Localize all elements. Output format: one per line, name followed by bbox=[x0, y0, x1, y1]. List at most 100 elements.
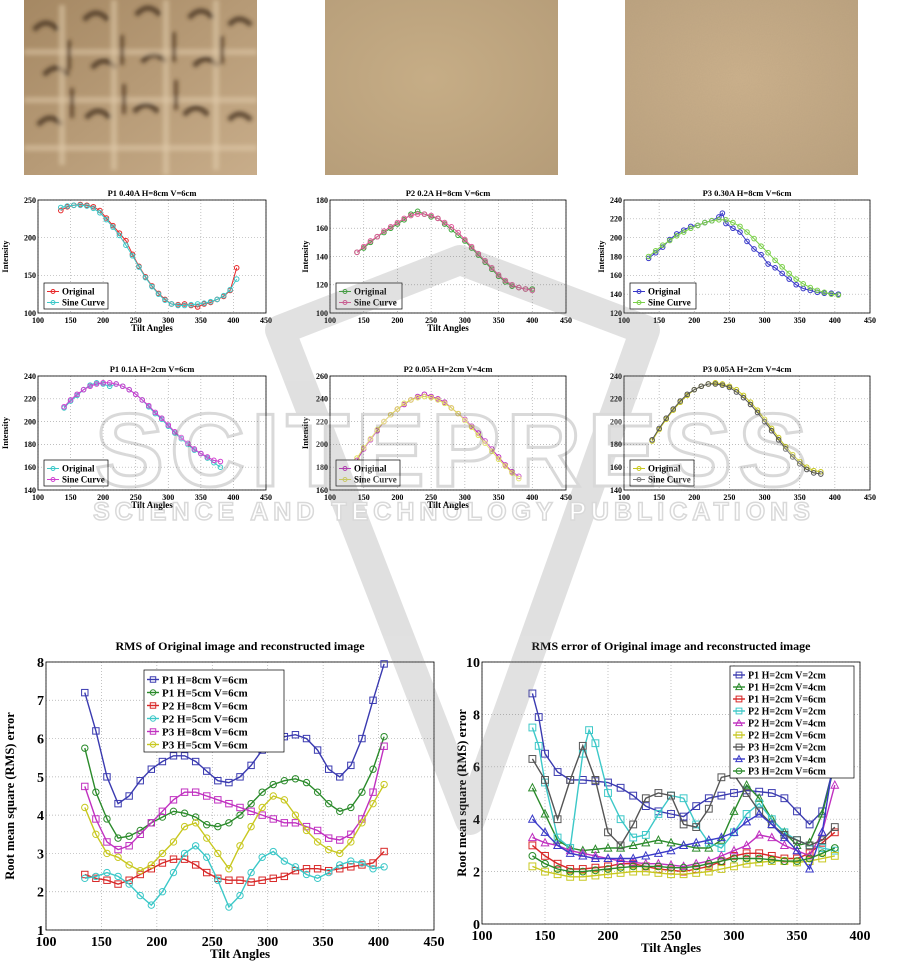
data-point bbox=[462, 236, 468, 243]
data-point bbox=[302, 826, 311, 835]
y-tick-label: 3 bbox=[37, 847, 44, 862]
data-point bbox=[566, 865, 575, 873]
data-point bbox=[818, 849, 827, 858]
legend-label: Original bbox=[354, 464, 387, 474]
data-point bbox=[541, 749, 549, 758]
data-point bbox=[641, 850, 651, 860]
x-tick-label: 200 bbox=[146, 935, 167, 950]
data-point bbox=[455, 229, 461, 236]
data-point bbox=[227, 286, 233, 293]
data-point bbox=[585, 726, 593, 735]
legend-marker bbox=[735, 767, 743, 775]
data-point bbox=[789, 454, 796, 460]
legend-marker bbox=[50, 300, 56, 305]
x-tick-label: 450 bbox=[560, 493, 572, 502]
data-point bbox=[324, 765, 333, 773]
data-point bbox=[114, 880, 122, 888]
series-p3-h-5cm-v-6cm bbox=[81, 780, 388, 875]
data-point bbox=[684, 391, 691, 398]
data-point bbox=[502, 277, 509, 284]
x-tick-label: 250 bbox=[425, 316, 437, 325]
data-point bbox=[805, 820, 814, 829]
data-point bbox=[786, 276, 792, 282]
data-point bbox=[142, 274, 149, 281]
data-point bbox=[553, 840, 563, 849]
legend-label: P2 H=2cm V=4cm bbox=[748, 719, 827, 730]
data-point bbox=[779, 832, 789, 842]
data-point bbox=[168, 301, 175, 307]
data-point bbox=[800, 281, 807, 287]
x-tick-label: 300 bbox=[459, 316, 471, 325]
data-point bbox=[830, 779, 840, 789]
intensity-chart-p2-005a: 100 150 200 250 300 350 400 450 160 180 200 220 240 2… bbox=[300, 364, 572, 510]
data-point bbox=[765, 261, 771, 267]
legend-label: Original bbox=[354, 287, 387, 297]
data-point bbox=[87, 383, 93, 390]
data-point bbox=[775, 437, 782, 443]
data-point bbox=[125, 842, 133, 850]
data-point bbox=[704, 867, 713, 876]
x-tick-label: 100 bbox=[32, 493, 44, 502]
data-point bbox=[755, 849, 764, 858]
plot-frame bbox=[45, 661, 435, 931]
data-point bbox=[374, 426, 380, 433]
data-point bbox=[653, 835, 663, 844]
y-axis-label: Intensity bbox=[300, 240, 310, 273]
data-point bbox=[381, 228, 387, 234]
data-point bbox=[220, 292, 227, 299]
data-point bbox=[578, 865, 587, 873]
data-point bbox=[758, 243, 764, 249]
data-point bbox=[369, 799, 377, 808]
data-point bbox=[58, 204, 64, 211]
legend-marker bbox=[50, 289, 56, 294]
data-point bbox=[380, 742, 388, 750]
data-point bbox=[704, 835, 714, 844]
data-point bbox=[61, 403, 67, 410]
x-tick-label: 350 bbox=[493, 493, 505, 502]
legend-box bbox=[629, 459, 695, 487]
data-point bbox=[604, 870, 612, 879]
data-point bbox=[716, 216, 722, 223]
x-tick-label: 150 bbox=[91, 935, 112, 950]
data-point bbox=[147, 819, 156, 827]
legend-label: Sine Curve bbox=[648, 475, 691, 485]
intensity-chart-p3-030a: 100 150 200 250 300 350 400 450 120 140 160 180 200 2… bbox=[596, 188, 876, 325]
data-point bbox=[367, 435, 374, 442]
data-point bbox=[258, 853, 266, 861]
data-point bbox=[324, 868, 333, 877]
data-point bbox=[817, 827, 827, 836]
data-point bbox=[566, 867, 575, 876]
data-point bbox=[793, 807, 801, 816]
data-point bbox=[502, 463, 509, 469]
data-point bbox=[553, 859, 562, 868]
series-line bbox=[531, 753, 836, 871]
data-point bbox=[191, 757, 200, 766]
data-point bbox=[830, 823, 839, 831]
data-point bbox=[704, 842, 714, 852]
x-tick-label: 150 bbox=[535, 929, 556, 944]
data-point bbox=[767, 832, 777, 842]
data-point bbox=[162, 297, 168, 303]
data-point bbox=[123, 242, 129, 249]
data-point bbox=[604, 865, 612, 873]
data-point bbox=[698, 383, 705, 390]
data-point bbox=[103, 838, 111, 846]
data-point bbox=[754, 409, 761, 416]
data-point bbox=[663, 415, 669, 421]
legend-marker bbox=[50, 466, 56, 471]
legend-marker bbox=[342, 477, 348, 482]
data-point bbox=[755, 799, 764, 808]
y-tick-label: 7 bbox=[37, 694, 44, 709]
x-tick-label: 250 bbox=[425, 493, 437, 502]
x-tick-label: 150 bbox=[653, 316, 665, 325]
data-point bbox=[805, 841, 814, 850]
data-point bbox=[726, 384, 733, 391]
y-tick-label: 180 bbox=[316, 196, 328, 205]
data-point bbox=[591, 739, 600, 748]
data-point bbox=[729, 827, 739, 836]
legend-marker bbox=[735, 731, 743, 739]
data-point bbox=[225, 819, 233, 827]
x-tick-label: 400 bbox=[526, 493, 538, 502]
data-point bbox=[139, 397, 146, 403]
data-point bbox=[233, 265, 240, 271]
